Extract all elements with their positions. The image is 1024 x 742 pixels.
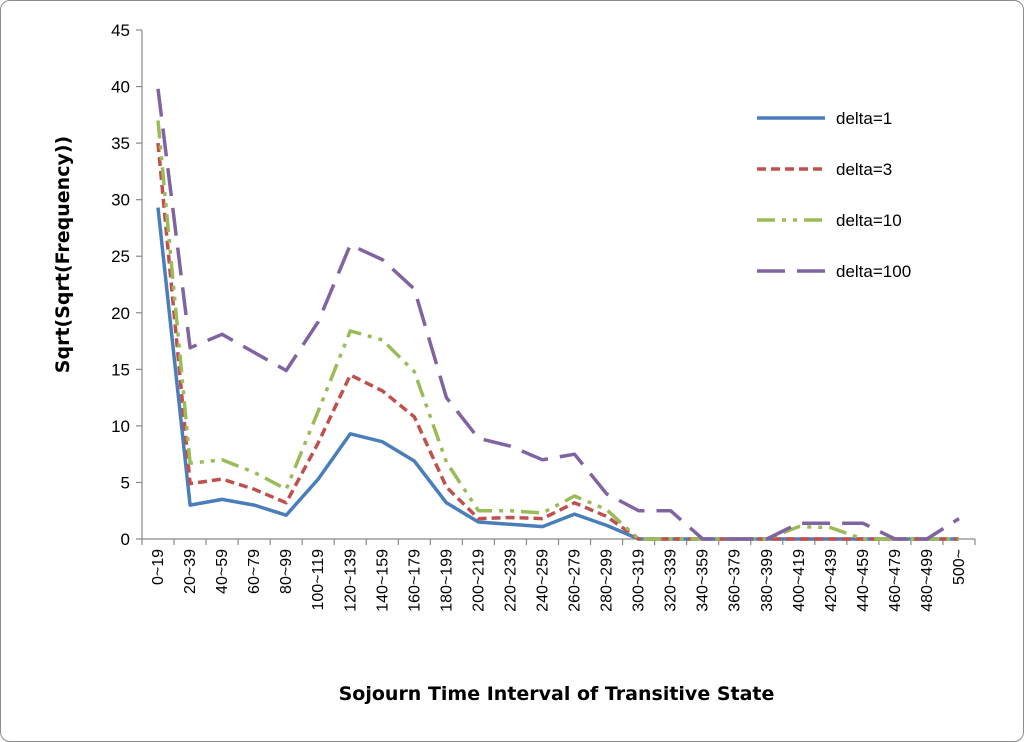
- x-tick-label: 220~239: [502, 549, 519, 612]
- x-tick-label: 180~199: [438, 549, 455, 612]
- y-tick-label: 0: [121, 530, 130, 549]
- x-tick-label: 420~439: [823, 549, 840, 612]
- y-tick-label: 30: [111, 191, 130, 210]
- legend-label: delta=1: [836, 109, 892, 128]
- x-tick-label: 440~459: [855, 549, 872, 612]
- x-tick-label: 0~19: [150, 549, 167, 585]
- y-tick-label: 15: [111, 360, 130, 379]
- x-tick-label: 160~179: [406, 549, 423, 612]
- series-line-delta-100: [156, 88, 960, 541]
- x-tick-label: 500~: [951, 549, 968, 585]
- x-tick-label: 360~379: [727, 549, 744, 612]
- series-line-delta-3: [156, 142, 959, 541]
- series-lines: [156, 88, 960, 541]
- y-axis-ticks: 0 5 10 15 20 25 30 35 40 45: [111, 21, 142, 549]
- series-line-delta-1: [156, 207, 959, 541]
- x-tick-label: 280~299: [599, 549, 616, 612]
- x-tick-label: 380~399: [759, 549, 776, 612]
- x-axis-ticks: 0~19 20~39 40~59 60~79 80~99 100~119 120~139 14…: [141, 539, 976, 612]
- y-tick-label: 45: [111, 21, 130, 40]
- x-tick-label: 140~159: [374, 549, 391, 612]
- legend-label: delta=10: [836, 211, 902, 230]
- x-tick-label: 400~419: [791, 549, 808, 612]
- y-axis-title: Sqrt(Sqrt(Frequency)): [52, 136, 74, 373]
- y-tick-label: 40: [111, 78, 130, 97]
- x-tick-label: 120~139: [342, 549, 359, 612]
- legend: delta=1 delta=3 delta=10 delta=100: [757, 109, 911, 281]
- x-tick-label: 340~359: [695, 549, 712, 612]
- x-tick-label: 240~259: [534, 549, 551, 612]
- x-tick-label: 300~319: [631, 549, 648, 612]
- x-tick-label: 40~59: [214, 549, 231, 594]
- y-tick-label: 10: [111, 417, 130, 436]
- x-tick-label: 100~119: [310, 549, 327, 611]
- x-tick-label: 20~39: [182, 549, 199, 594]
- y-tick-label: 25: [111, 247, 130, 266]
- y-tick-label: 20: [111, 304, 130, 323]
- x-tick-label: 320~339: [663, 549, 680, 612]
- x-tick-label: 60~79: [246, 549, 263, 594]
- x-axis-title: Sojourn Time Interval of Transitive Stat…: [339, 683, 775, 705]
- legend-label: delta=100: [836, 262, 911, 281]
- x-tick-label: 480~499: [919, 549, 936, 612]
- y-tick-label: 5: [121, 473, 130, 492]
- x-tick-label: 260~279: [567, 549, 584, 612]
- x-tick-label: 200~219: [470, 549, 487, 612]
- series-line-delta-10: [156, 120, 959, 541]
- legend-label: delta=3: [836, 160, 892, 179]
- x-tick-label: 80~99: [278, 549, 295, 594]
- y-tick-label: 35: [111, 134, 130, 153]
- x-tick-label: 460~479: [887, 549, 904, 612]
